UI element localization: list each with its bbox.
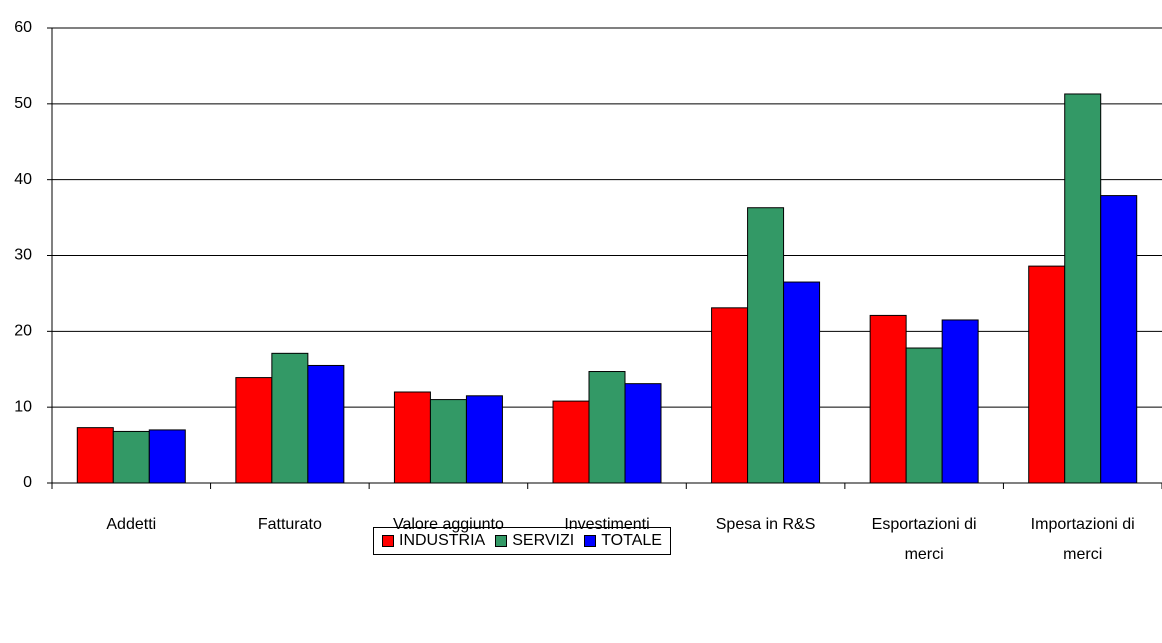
x-tick-label: Investimenti xyxy=(564,516,650,533)
bar xyxy=(307,364,345,484)
y-tick-label: 50 xyxy=(14,95,32,112)
x-tick-label: Valore aggiunto xyxy=(392,516,504,533)
bar xyxy=(747,207,785,484)
bar xyxy=(1028,265,1066,484)
y-tick-label: 0 xyxy=(23,474,32,491)
legend-swatch xyxy=(382,535,394,547)
bar xyxy=(552,400,590,484)
legend-label: TOTALE xyxy=(601,532,662,549)
bar xyxy=(112,430,150,484)
bar xyxy=(869,314,907,484)
x-tick-label: Fatturato xyxy=(257,516,322,533)
legend-item: INDUSTRIA xyxy=(382,532,485,550)
bar xyxy=(235,377,273,484)
y-tick-label: 30 xyxy=(14,247,32,264)
y-tick-label: 20 xyxy=(14,323,32,340)
bar xyxy=(588,371,626,484)
bar xyxy=(76,427,114,484)
bar xyxy=(148,429,186,484)
y-tick-label: 40 xyxy=(14,171,32,188)
y-tick-label: 60 xyxy=(14,19,32,36)
x-tick-label: Esportazioni di merci xyxy=(871,516,977,563)
bar xyxy=(941,319,979,484)
legend-label: INDUSTRIA xyxy=(399,532,486,549)
x-tick-label: Addetti xyxy=(106,516,157,533)
bar xyxy=(465,395,503,484)
y-tick-label: 10 xyxy=(14,398,32,415)
x-tick-label: Importazioni di merci xyxy=(1030,516,1135,563)
legend: INDUSTRIA SERVIZI TOTALE xyxy=(373,527,671,555)
x-tick-label: Spesa in R&S xyxy=(715,516,816,533)
legend-swatch xyxy=(584,535,597,547)
legend-swatch xyxy=(495,535,508,547)
legend-item: TOTALE xyxy=(584,532,662,550)
bar xyxy=(905,347,943,484)
bar xyxy=(393,391,431,484)
bar xyxy=(624,383,662,484)
bar xyxy=(429,399,467,484)
legend-label: SERVIZI xyxy=(512,532,575,549)
legend-item: SERVIZI xyxy=(495,532,574,550)
bar xyxy=(711,307,749,484)
bar xyxy=(271,352,309,484)
bar xyxy=(1100,195,1138,484)
bar xyxy=(1064,93,1102,484)
bar xyxy=(783,281,821,484)
